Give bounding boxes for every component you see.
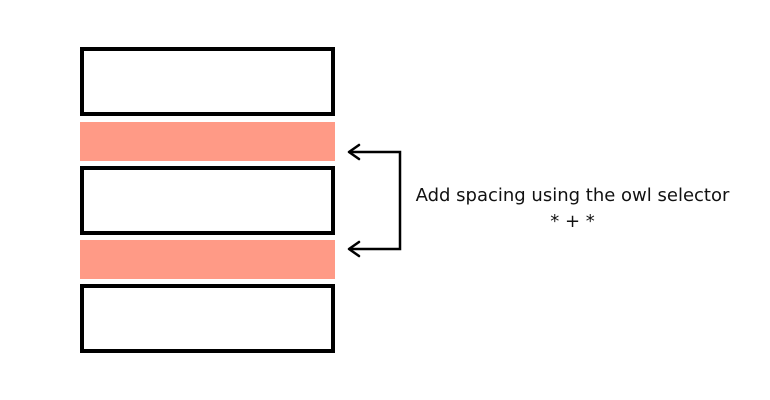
arrow-head-top (347, 143, 361, 161)
element-box-2 (80, 166, 335, 235)
spacing-band-1 (80, 122, 335, 161)
caption: Add spacing using the owl selector * + * (405, 183, 740, 235)
spacing-band-2 (80, 240, 335, 279)
arrow-head-bottom (347, 240, 361, 258)
caption-line-1: Add spacing using the owl selector (415, 185, 730, 206)
element-box-1 (80, 47, 335, 116)
caption-line-2: * + * (550, 211, 595, 232)
bracket-line (350, 150, 402, 251)
element-box-3 (80, 284, 335, 353)
